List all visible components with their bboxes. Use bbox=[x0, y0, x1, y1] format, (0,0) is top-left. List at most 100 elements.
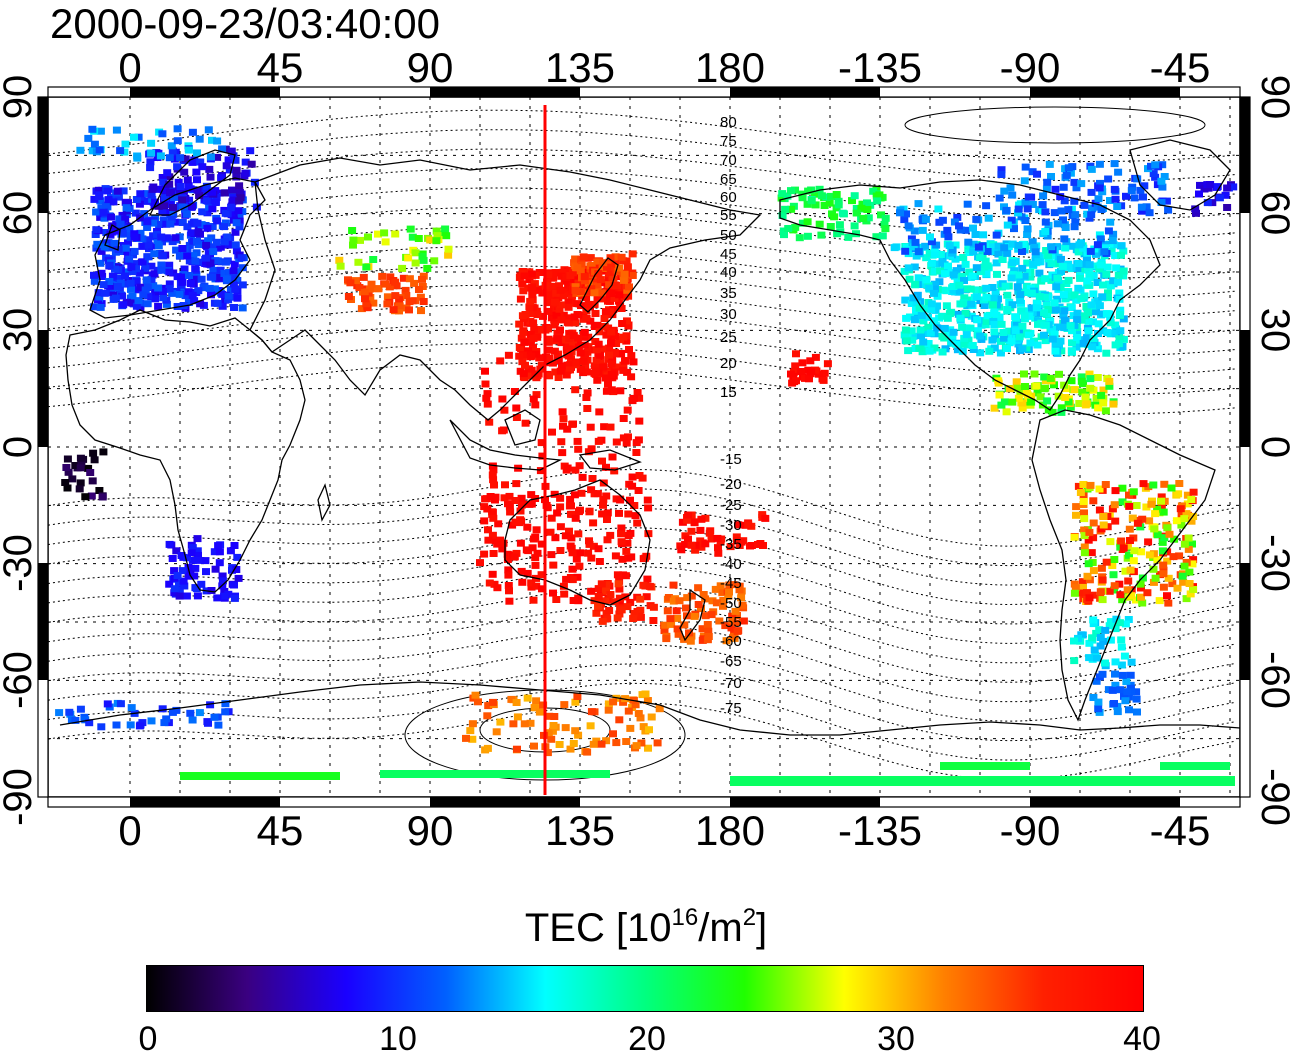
tec-patch bbox=[1083, 333, 1091, 341]
tec-patch bbox=[1061, 224, 1070, 231]
tec-patch bbox=[548, 359, 557, 367]
tec-patch bbox=[1115, 580, 1124, 588]
tec-patch bbox=[559, 268, 568, 276]
tec-patch bbox=[105, 261, 114, 269]
tec-patch bbox=[92, 244, 101, 252]
tec-patch bbox=[147, 191, 156, 199]
coastline-indonesia bbox=[449, 419, 563, 471]
tec-patch bbox=[1095, 184, 1104, 192]
tec-patch bbox=[520, 374, 529, 382]
tec-patch bbox=[190, 275, 199, 283]
tec-patch bbox=[190, 156, 199, 164]
tec-patch bbox=[598, 510, 607, 518]
tec-patch bbox=[385, 283, 394, 291]
tec-patch bbox=[819, 376, 828, 384]
tec-patch bbox=[591, 367, 600, 375]
tec-patch bbox=[925, 249, 934, 257]
tec-patch bbox=[969, 346, 978, 353]
tec-patch bbox=[191, 257, 200, 265]
contour-label: -20 bbox=[720, 476, 742, 493]
tec-patch bbox=[1107, 248, 1116, 255]
tec-patch bbox=[863, 206, 872, 213]
tec-patch bbox=[825, 199, 834, 207]
tec-patch bbox=[1086, 247, 1095, 255]
tec-patch bbox=[95, 487, 104, 494]
tec-patch bbox=[360, 289, 369, 296]
tec-patch bbox=[501, 481, 509, 489]
tec-patch bbox=[230, 581, 238, 589]
tec-patch bbox=[97, 269, 106, 277]
contour-label: -75 bbox=[720, 700, 742, 717]
tec-patch bbox=[587, 285, 596, 293]
tec-patch bbox=[181, 292, 190, 300]
tec-patch bbox=[85, 719, 94, 727]
tec-patch bbox=[607, 290, 616, 297]
top-longitude-label: 45 bbox=[257, 44, 304, 91]
tec-patch bbox=[188, 544, 197, 552]
tec-patch bbox=[165, 540, 174, 548]
tec-patch bbox=[488, 531, 497, 539]
tec-patch bbox=[1003, 249, 1012, 257]
tec-patch bbox=[130, 233, 139, 241]
tec-patch bbox=[1097, 391, 1106, 399]
tec-patch bbox=[238, 281, 247, 289]
tec-patch bbox=[143, 190, 152, 198]
tec-patch bbox=[141, 264, 150, 272]
top-longitude-label: -45 bbox=[1150, 44, 1211, 91]
tec-patch bbox=[77, 458, 86, 466]
top-longitude-label: 0 bbox=[118, 44, 141, 91]
tec-patch bbox=[589, 542, 598, 550]
tec-patch bbox=[1064, 164, 1073, 172]
tec-patch bbox=[644, 504, 653, 512]
tec-patch bbox=[644, 530, 653, 538]
tec-patch bbox=[126, 721, 135, 729]
tec-patch bbox=[599, 370, 608, 378]
tec-patch bbox=[604, 380, 612, 388]
tec-patch bbox=[188, 203, 196, 210]
tec-patch bbox=[585, 537, 593, 545]
tec-patch bbox=[582, 394, 591, 401]
tec-patch bbox=[213, 137, 222, 145]
tec-patch bbox=[605, 344, 614, 352]
frame-segment bbox=[430, 87, 580, 97]
tec-patch bbox=[1223, 184, 1232, 192]
tec-patch bbox=[430, 257, 439, 265]
tec-patch bbox=[623, 603, 632, 611]
tec-patch bbox=[593, 294, 602, 302]
tec-patch bbox=[530, 742, 538, 750]
tec-patch bbox=[504, 571, 513, 579]
tec-patch bbox=[988, 284, 997, 291]
tec-patch bbox=[1119, 272, 1128, 280]
tec-patch bbox=[938, 259, 947, 267]
tec-patch bbox=[1056, 193, 1065, 201]
tec-patch bbox=[170, 193, 179, 201]
tec-patch bbox=[1145, 517, 1154, 525]
tec-patch bbox=[1039, 192, 1048, 200]
tec-patch bbox=[220, 223, 228, 231]
tec-patch bbox=[602, 463, 610, 471]
tec-patch bbox=[1182, 510, 1191, 518]
tec-patch bbox=[230, 304, 238, 311]
tec-patch bbox=[100, 289, 109, 297]
tec-patch bbox=[1187, 517, 1196, 525]
tec-patch bbox=[1104, 175, 1113, 183]
tec-patch bbox=[547, 514, 556, 522]
tec-patch bbox=[121, 140, 130, 148]
tec-patch bbox=[1099, 281, 1107, 289]
tec-patch bbox=[568, 420, 577, 428]
tec-patch bbox=[154, 284, 163, 292]
tec-patch bbox=[832, 191, 841, 198]
tec-patch bbox=[614, 297, 623, 305]
tec-patch bbox=[1085, 370, 1094, 378]
tec-patch bbox=[603, 536, 612, 544]
tec-patch bbox=[517, 567, 526, 575]
tec-patch bbox=[1095, 231, 1104, 239]
tec-patch bbox=[903, 243, 911, 251]
tec-patch bbox=[180, 168, 189, 176]
tec-patch bbox=[1105, 382, 1114, 390]
tec-patch bbox=[728, 617, 737, 625]
tec-patch bbox=[951, 241, 960, 249]
tec-patch bbox=[1041, 208, 1050, 216]
tec-patch bbox=[99, 448, 108, 456]
tec-patch bbox=[803, 218, 812, 226]
